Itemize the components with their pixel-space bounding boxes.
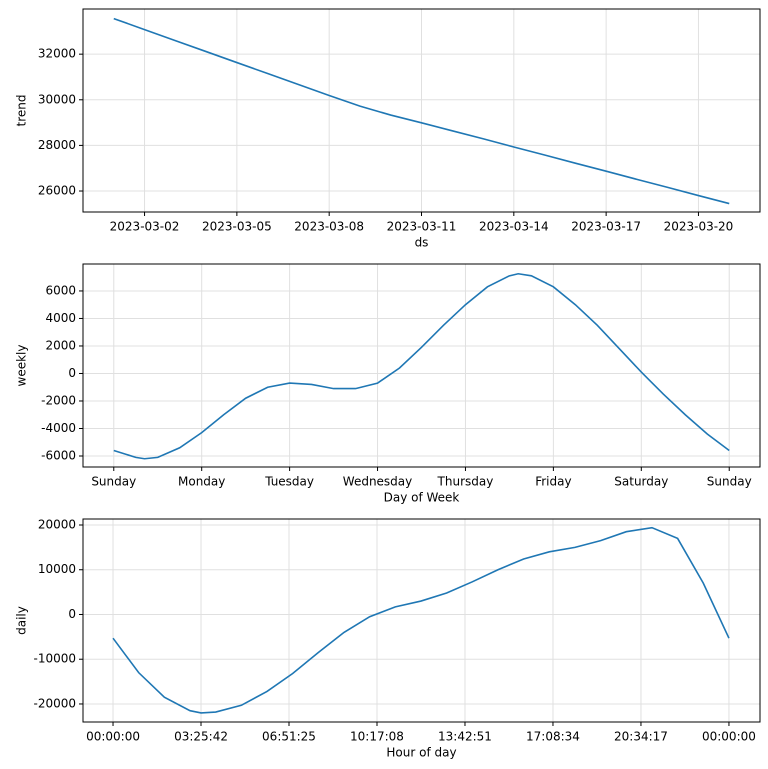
y-tick-label: 32000 — [38, 47, 76, 61]
x-tick-label: 00:00:00 — [86, 730, 140, 744]
x-tick-label: 2023-03-05 — [202, 220, 272, 234]
x-tick-label: Tuesday — [264, 475, 314, 489]
y-tick-label: 10000 — [38, 562, 76, 576]
y-axis-label: daily — [15, 606, 29, 635]
x-tick-label: 2023-03-14 — [479, 220, 549, 234]
x-tick-label: 2023-03-20 — [664, 220, 734, 234]
axes-frame — [82, 518, 761, 723]
x-tick-label: 2023-03-11 — [387, 220, 457, 234]
y-tick-label: 26000 — [38, 184, 76, 198]
x-tick-label: 10:17:08 — [350, 730, 404, 744]
y-tick-label: -6000 — [41, 448, 76, 462]
y-axis-label: weekly — [15, 345, 29, 387]
x-tick-label: 00:00:00 — [702, 730, 756, 744]
y-tick-label: 0 — [68, 607, 76, 621]
y-tick-label: 0 — [68, 366, 76, 380]
x-axis-label: ds — [415, 236, 429, 250]
trend-line — [113, 17, 730, 205]
x-tick-label: Monday — [178, 475, 225, 489]
y-tick-label: 2000 — [45, 338, 76, 352]
x-axis-label: Hour of day — [386, 746, 456, 760]
x-tick-label: 06:51:25 — [262, 730, 316, 744]
x-tick-label: Thursday — [437, 475, 494, 489]
x-tick-label: 17:08:34 — [526, 730, 580, 744]
y-tick-label: 20000 — [38, 517, 76, 531]
x-tick-label: 2023-03-02 — [110, 220, 180, 234]
x-tick-label: 2023-03-17 — [571, 220, 641, 234]
y-tick-label: 4000 — [45, 311, 76, 325]
y-tick-label: 28000 — [38, 138, 76, 152]
x-tick-label: 03:25:42 — [174, 730, 228, 744]
y-tick-label: 6000 — [45, 283, 76, 297]
x-tick-label: 20:34:17 — [614, 730, 668, 744]
trend-line — [113, 272, 730, 460]
x-axis-label: Day of Week — [384, 491, 460, 505]
y-tick-label: -2000 — [41, 393, 76, 407]
y-tick-label: -10000 — [33, 652, 76, 666]
y-tick-label: 30000 — [38, 92, 76, 106]
x-tick-label: 2023-03-08 — [294, 220, 364, 234]
x-tick-label: Saturday — [614, 475, 668, 489]
trend-line — [112, 526, 730, 714]
y-tick-label: -4000 — [41, 421, 76, 435]
x-tick-label: Wednesday — [343, 475, 412, 489]
x-tick-label: Sunday — [91, 475, 136, 489]
x-tick-label: Sunday — [707, 475, 752, 489]
x-tick-label: Friday — [535, 475, 571, 489]
axes-frame — [82, 263, 761, 468]
y-tick-label: -20000 — [33, 696, 76, 710]
x-tick-label: 13:42:51 — [438, 730, 492, 744]
axes-frame — [82, 8, 761, 213]
y-axis-label: trend — [15, 95, 29, 127]
